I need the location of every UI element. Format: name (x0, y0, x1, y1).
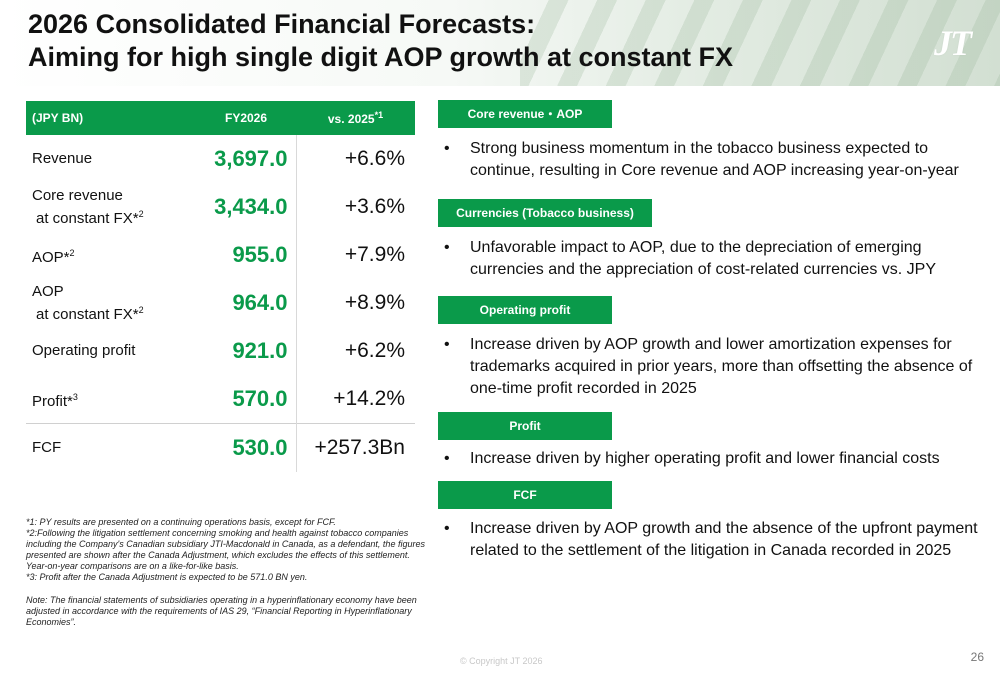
bullet-text: Increase driven by higher operating prof… (470, 450, 940, 467)
footnote-2: *2:Following the litigation settlement c… (26, 528, 425, 571)
row-label-text: AOP* (32, 248, 70, 266)
col-header-vs-label: vs. 2025 (327, 112, 375, 126)
page-number: 26 (970, 650, 984, 664)
bullet-marker: • (444, 450, 450, 467)
table-row: AOP at constant FX*2 964.0 +8.9% (26, 279, 415, 327)
tag-core-revenue-aop: Core revenue・AOP (438, 100, 612, 128)
fy2026-value: 921.0 (196, 327, 297, 375)
table-header-row: (JPY BN) FY2026 vs. 2025*1 (26, 101, 415, 135)
row-label-text: Operating profit (32, 342, 136, 359)
col-header-unit: (JPY BN) (26, 101, 196, 135)
fy2026-value: 955.0 (196, 231, 297, 279)
bullet-text: Increase driven by AOP growth and lower … (470, 336, 973, 397)
col-header-vs-note: *1 (374, 110, 384, 120)
table-row: Core revenue at constant FX*2 3,434.0 +3.… (26, 183, 415, 231)
slide-header: 2026 Consolidated Financial Forecasts: A… (0, 0, 1000, 86)
row-label-text: Revenue (32, 150, 93, 167)
tag-profit: Profit (438, 412, 612, 440)
fy2026-value: 964.0 (196, 279, 297, 327)
col-header-fy2026: FY2026 (196, 101, 296, 135)
table-row: AOP*2 955.0 +7.9% (26, 231, 415, 279)
row-label: AOP*2 (26, 231, 196, 279)
bullet-currencies: • Unfavorable impact to AOP, due to the … (444, 237, 964, 281)
footnote-hyperinflation: Note: The financial statements of subsid… (26, 595, 417, 627)
row-label: Profit*3 (26, 375, 196, 424)
vs-2025-value: +257.3Bn (296, 423, 415, 472)
bullet-text: Strong business momentum in the tobacco … (470, 140, 959, 179)
title-line-2: Aiming for high single digit AOP growth … (28, 42, 733, 72)
row-label: Operating profit (26, 327, 196, 375)
vs-2025-value: +3.6% (344, 195, 405, 218)
vs-2025-value: +6.2% (344, 339, 405, 362)
table-row: FCF 530.0 +257.3Bn (26, 423, 415, 472)
vs-2025-value: +8.9% (344, 291, 405, 314)
vs-2025-value: +7.9% (344, 243, 405, 266)
row-label-note: 2 (138, 304, 144, 315)
tag-operating-profit: Operating profit (438, 296, 612, 324)
row-label: Revenue (26, 135, 196, 183)
row-label: AOP at constant FX*2 (26, 279, 196, 327)
row-label: FCF (26, 423, 196, 472)
tag-fcf: FCF (438, 481, 612, 509)
table-row: Operating profit 921.0 +6.2% (26, 327, 415, 375)
row-label-subtext: at constant FX*2 (32, 301, 190, 324)
fy2026-value: 3,697.0 (196, 135, 297, 183)
row-label-subtext-value: at constant FX* (36, 305, 139, 323)
header-decoration (520, 0, 1000, 86)
row-label-note: 2 (138, 208, 144, 219)
fy2026-value: 3,434.0 (196, 183, 297, 231)
copyright: © Copyright JT 2026 (460, 656, 543, 666)
bullet-marker: • (444, 336, 450, 353)
col-header-vs-2025: vs. 2025*1 (296, 101, 415, 135)
row-label: Core revenue at constant FX*2 (26, 183, 196, 231)
footnote-1: *1: PY results are presented on a contin… (26, 517, 336, 527)
row-label-subtext: at constant FX*2 (32, 205, 190, 228)
bullet-marker: • (444, 239, 450, 256)
slide-title: 2026 Consolidated Financial Forecasts: A… (28, 8, 733, 74)
bullet-marker: • (444, 140, 450, 157)
bullet-text: Unfavorable impact to AOP, due to the de… (470, 239, 937, 278)
bullet-marker: • (444, 520, 450, 537)
row-label-note: 3 (72, 391, 78, 402)
row-label-text: AOP (32, 282, 64, 300)
bullet-fcf: • Increase driven by AOP growth and the … (444, 518, 984, 562)
bullet-operating-profit: • Increase driven by AOP growth and lowe… (444, 334, 984, 400)
fy2026-value: 530.0 (196, 423, 297, 472)
fy2026-value: 570.0 (196, 375, 297, 424)
bullet-text: Increase driven by AOP growth and the ab… (470, 520, 978, 559)
row-label-subtext-value: at constant FX* (36, 209, 139, 227)
table-row: Revenue 3,697.0 +6.6% (26, 135, 415, 183)
footnote-3: *3: Profit after the Canada Adjustment i… (26, 572, 308, 582)
row-label-text: Profit* (32, 392, 73, 410)
row-label-text: FCF (32, 439, 62, 456)
bullet-profit: • Increase driven by higher operating pr… (444, 448, 984, 470)
title-line-1: 2026 Consolidated Financial Forecasts: (28, 9, 536, 39)
jt-logo: JT (934, 23, 972, 63)
row-label-note: 2 (69, 247, 75, 258)
bullet-core-revenue-aop: • Strong business momentum in the tobacc… (444, 138, 984, 182)
vs-2025-value: +14.2% (333, 387, 405, 410)
footnotes: *1: PY results are presented on a contin… (26, 517, 426, 628)
tag-currencies: Currencies (Tobacco business) (438, 199, 652, 227)
table-row: Profit*3 570.0 +14.2% (26, 375, 415, 424)
forecast-table: (JPY BN) FY2026 vs. 2025*1 Revenue 3,697… (26, 101, 415, 472)
row-label-text: Core revenue (32, 186, 123, 204)
vs-2025-value: +6.6% (344, 147, 405, 170)
